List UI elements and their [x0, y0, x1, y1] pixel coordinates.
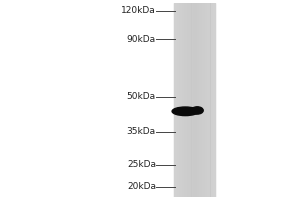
- Text: 120kDa: 120kDa: [121, 6, 156, 15]
- Ellipse shape: [191, 107, 203, 114]
- Ellipse shape: [172, 107, 199, 116]
- Text: 25kDa: 25kDa: [127, 160, 156, 169]
- Text: 50kDa: 50kDa: [127, 92, 156, 101]
- Text: 20kDa: 20kDa: [127, 182, 156, 191]
- Text: 90kDa: 90kDa: [127, 35, 156, 44]
- Bar: [174, 3, 215, 197]
- Text: 35kDa: 35kDa: [127, 127, 156, 136]
